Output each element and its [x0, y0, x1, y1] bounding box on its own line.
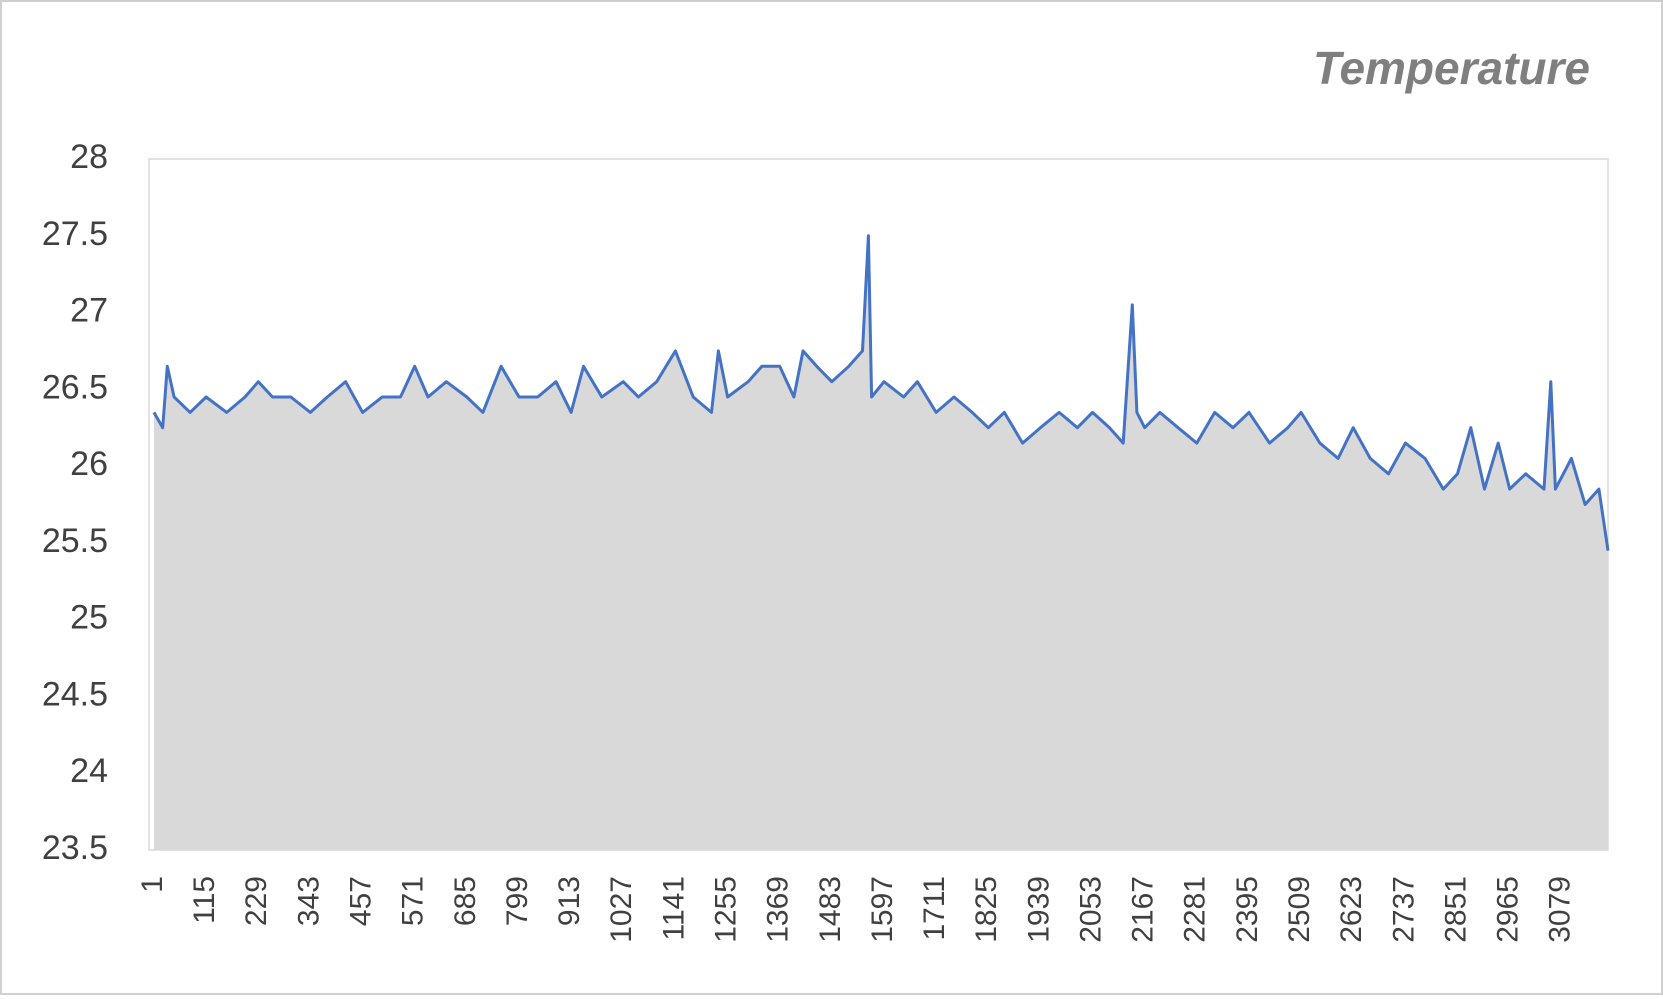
x-tick-label: 1255 [709, 876, 742, 943]
x-tick-label: 1027 [605, 876, 638, 943]
x-tick-label: 913 [553, 876, 586, 926]
x-tick-label: 2281 [1179, 876, 1212, 943]
x-tick-label: 2509 [1283, 876, 1316, 943]
x-tick-label: 1141 [657, 876, 690, 941]
y-tick-label: 27 [70, 292, 108, 330]
x-tick-label: 343 [292, 876, 325, 926]
x-tick-label: 2851 [1439, 876, 1472, 943]
x-tick-label: 2395 [1231, 876, 1264, 943]
line [152, 234, 1610, 551]
x-tick-label: 1825 [970, 876, 1003, 943]
chart-title: Temperature [1313, 42, 1590, 94]
y-tick-label: 25 [70, 599, 108, 637]
x-tick-label: 1483 [814, 876, 847, 943]
x-tick-label: 1369 [762, 876, 795, 943]
x-tick-label: 3079 [1544, 876, 1577, 943]
x-tick-label: 2737 [1387, 876, 1420, 943]
x-tick-label: 2053 [1074, 876, 1107, 943]
x-tick-label: 1597 [866, 876, 899, 943]
x-tick-label: 2167 [1127, 876, 1160, 943]
x-tick-label: 1711 [918, 876, 951, 941]
x-tick-label: 1939 [1022, 876, 1055, 943]
x-tick-label: 457 [344, 876, 377, 926]
y-tick-label: 26.5 [42, 368, 108, 406]
x-tick-label: 685 [449, 876, 482, 926]
y-tick-label: 28 [70, 138, 108, 176]
area-fill [154, 235, 1608, 851]
y-tick-label: 25.5 [42, 522, 108, 560]
x-tick-label: 115 [188, 876, 221, 924]
x-tick-label: 229 [240, 876, 273, 926]
y-tick-label: 24 [70, 752, 108, 790]
x-tick-label: 2965 [1492, 876, 1525, 943]
x-tick-label: 799 [501, 876, 534, 926]
y-tick-label: 26 [70, 445, 108, 483]
x-tick-label: 2623 [1335, 876, 1368, 943]
x-tick-label: 571 [397, 876, 430, 926]
x-tick-label: 1 [136, 876, 169, 893]
y-tick-label: 24.5 [42, 675, 108, 713]
y-tick-label: 23.5 [42, 829, 108, 867]
y-tick-label: 27.5 [42, 215, 108, 253]
